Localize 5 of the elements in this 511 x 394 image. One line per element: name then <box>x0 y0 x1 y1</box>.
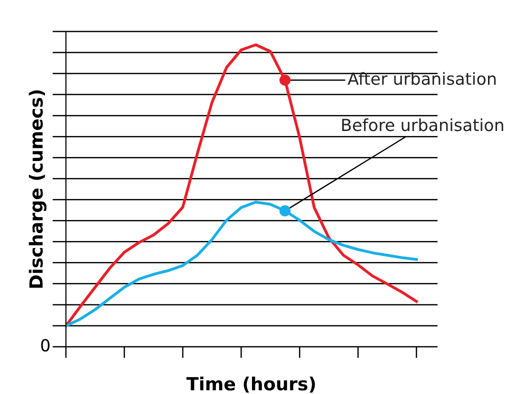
y-axis-title: Discharge (cumecs) <box>28 90 46 288</box>
text: 0 <box>41 338 50 352</box>
text: Before urbanisation <box>342 118 504 132</box>
text: After urbanisation <box>348 72 496 85</box>
x-axis-title: Time (hours) <box>186 376 315 393</box>
